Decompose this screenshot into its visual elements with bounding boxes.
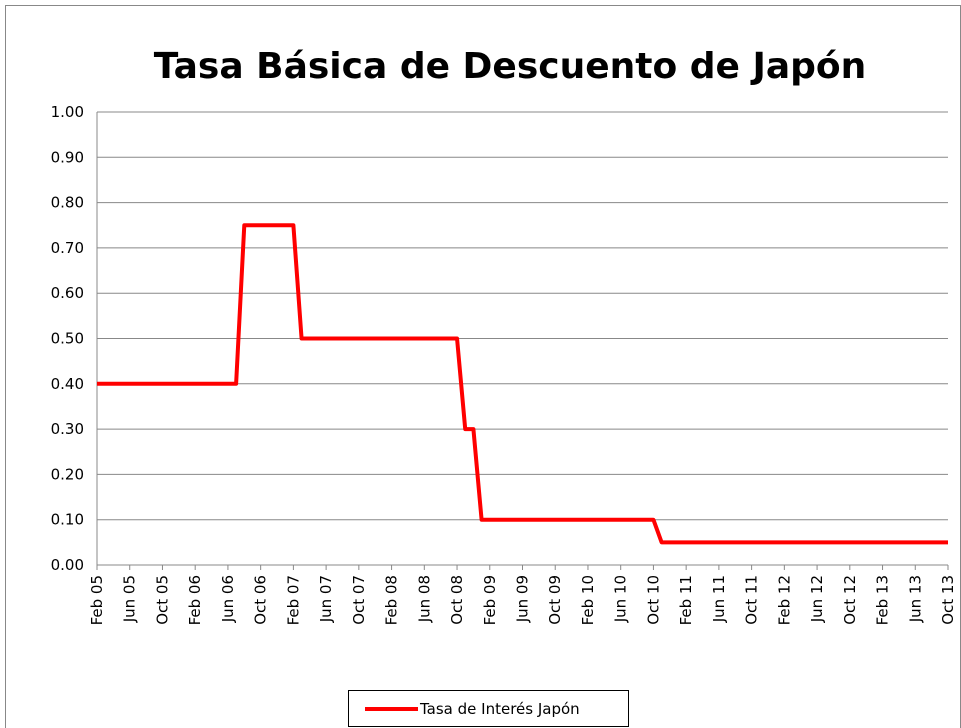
y-tick-label: 0.10 (51, 511, 84, 529)
x-tick-label: Feb 07 (284, 575, 302, 625)
x-tick-label: Jun 09 (514, 575, 532, 623)
y-tick-label: 0.40 (51, 375, 84, 393)
x-tick-label: Oct 11 (743, 575, 761, 625)
x-tick-label: Feb 10 (579, 575, 597, 625)
x-tick-label: Feb 06 (186, 575, 204, 625)
y-tick-label: 0.80 (51, 194, 84, 212)
x-tick-label: Jun 06 (219, 575, 237, 623)
y-tick-label: 0.00 (51, 556, 84, 574)
x-tick-label: Feb 05 (88, 575, 106, 625)
x-tick-label: Oct 05 (153, 575, 171, 625)
x-tick-label: Oct 12 (841, 575, 859, 625)
x-tick-label: Oct 08 (448, 575, 466, 625)
x-tick-label: Oct 10 (644, 575, 662, 625)
y-tick-label: 0.90 (51, 148, 84, 166)
x-tick-label: Feb 08 (383, 575, 401, 625)
line-series (97, 223, 948, 545)
x-tick-label: Jun 13 (906, 575, 924, 623)
x-tick-label: Oct 09 (546, 575, 564, 625)
y-tick-label: 0.70 (51, 239, 84, 257)
x-tick-label: Jun 10 (612, 575, 630, 623)
y-tick-label: 0.30 (51, 420, 84, 438)
x-tick-label: Feb 11 (677, 575, 695, 625)
x-tick-label: Jun 05 (121, 575, 139, 623)
x-tick-label: Feb 13 (874, 575, 892, 625)
x-tick-label: Feb 12 (775, 575, 793, 625)
legend-label: Tasa de Interés Japón (419, 700, 580, 718)
x-tick-label: Jun 11 (710, 575, 728, 623)
x-tick-label: Oct 13 (939, 575, 957, 625)
x-tick-label: Feb 09 (481, 575, 499, 625)
y-tick-label: 0.50 (51, 330, 84, 348)
y-tick-label: 0.20 (51, 465, 84, 483)
y-tick-label: 0.60 (51, 284, 84, 302)
x-tick-label: Jun 07 (317, 575, 335, 623)
x-tick-label: Jun 12 (808, 575, 826, 623)
chart-title: Tasa Básica de Descuento de Japón (154, 46, 867, 87)
chart-border (5, 5, 961, 728)
x-tick-label: Jun 08 (415, 575, 433, 623)
x-tick-label: Oct 06 (252, 575, 270, 625)
x-tick-label: Oct 07 (350, 575, 368, 625)
y-tick-label: 1.00 (51, 103, 84, 121)
